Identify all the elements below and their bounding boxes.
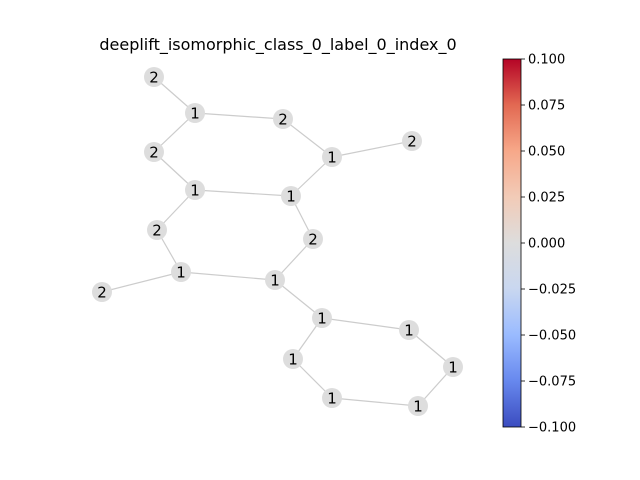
colorbar-tick-label: −0.075 bbox=[528, 375, 576, 390]
graph-node: 2 bbox=[147, 220, 167, 240]
graph-node: 1 bbox=[408, 396, 428, 416]
graph-edge bbox=[274, 279, 323, 319]
graph-node: 2 bbox=[92, 282, 112, 302]
graph-node-label: 1 bbox=[190, 182, 200, 200]
graph-node: 2 bbox=[273, 109, 293, 129]
graph-node-circle bbox=[399, 320, 419, 340]
colorbar-tick-label: 0.100 bbox=[528, 53, 565, 68]
graph-node: 1 bbox=[322, 147, 342, 167]
graph-node: 2 bbox=[303, 229, 323, 249]
graph-edge bbox=[101, 271, 182, 293]
graph-node-label: 2 bbox=[278, 111, 288, 129]
graph-edge bbox=[282, 118, 333, 158]
graph-nodes: 2 1 2 2 1 2 1 1 2 2 2 1 1 1 1 1 1 1 1 bbox=[92, 67, 463, 416]
graph-edge bbox=[331, 140, 413, 158]
chart-title: deeplift_isomorphic_class_0_label_0_inde… bbox=[99, 35, 456, 55]
colorbar-ticks: −0.100 −0.075 −0.050 −0.025 0.000 0.025 0.050 0… bbox=[521, 53, 576, 436]
graph-node: 1 bbox=[312, 308, 332, 328]
graph-node: 1 bbox=[185, 180, 205, 200]
graph-node-circle bbox=[171, 262, 191, 282]
graph-node-circle bbox=[322, 147, 342, 167]
colorbar-tick-label: −0.050 bbox=[528, 329, 576, 344]
graph-node-label: 1 bbox=[404, 322, 414, 340]
graph-node-label: 1 bbox=[327, 390, 337, 408]
graph-node-circle bbox=[408, 396, 428, 416]
graph-edge bbox=[194, 112, 284, 120]
graph-node: 1 bbox=[265, 270, 285, 290]
colorbar-tick-label: 0.000 bbox=[528, 237, 565, 252]
graph-node-circle bbox=[312, 308, 332, 328]
graph-node: 1 bbox=[443, 357, 463, 377]
graph-node-circle bbox=[281, 186, 301, 206]
colorbar-tick-label: 0.025 bbox=[528, 191, 565, 206]
graph-node-circle bbox=[92, 282, 112, 302]
graph-node-circle bbox=[147, 220, 167, 240]
graph-node-label: 1 bbox=[327, 149, 337, 167]
graph-edge bbox=[321, 317, 410, 331]
graph-node-label: 2 bbox=[407, 133, 417, 151]
graph-node-label: 1 bbox=[448, 359, 458, 377]
colorbar-tick-label: 0.050 bbox=[528, 145, 565, 160]
graph-node: 2 bbox=[402, 131, 422, 151]
graph-node-label: 2 bbox=[97, 284, 107, 302]
graph-node-label: 1 bbox=[286, 188, 296, 206]
graph-node-circle bbox=[185, 103, 205, 123]
graph-node: 1 bbox=[283, 349, 303, 369]
graph-node: 2 bbox=[144, 142, 164, 162]
graph-node-label: 1 bbox=[190, 105, 200, 123]
graph-node-circle bbox=[322, 388, 342, 408]
graph-node-label: 1 bbox=[317, 310, 327, 328]
graph-node-circle bbox=[265, 270, 285, 290]
colorbar: −0.100 −0.075 −0.050 −0.025 0.000 0.025 0.050 0… bbox=[502, 53, 576, 436]
graph-node-label: 2 bbox=[308, 231, 318, 249]
graph-node: 1 bbox=[322, 388, 342, 408]
graph-node-circle bbox=[273, 109, 293, 129]
graph-node-label: 2 bbox=[149, 69, 159, 87]
graph-node-label: 2 bbox=[152, 222, 162, 240]
graph-node-circle bbox=[144, 67, 164, 87]
graph-edge bbox=[194, 189, 292, 197]
colorbar-gradient bbox=[502, 58, 522, 428]
graph-node: 2 bbox=[144, 67, 164, 87]
graph-node-label: 1 bbox=[270, 272, 280, 290]
graph-edge bbox=[331, 397, 419, 407]
graph: 2 1 2 2 1 2 1 1 2 2 2 1 1 1 1 1 1 1 1 bbox=[92, 67, 463, 416]
graph-node-label: 2 bbox=[149, 144, 159, 162]
graph-node: 1 bbox=[185, 103, 205, 123]
colorbar-tick-label: 0.075 bbox=[528, 99, 565, 114]
graph-node-label: 1 bbox=[288, 351, 298, 369]
graph-node-circle bbox=[185, 180, 205, 200]
colorbar-tick-label: −0.100 bbox=[528, 421, 576, 436]
colorbar-tick-label: −0.025 bbox=[528, 283, 576, 298]
graph-node: 1 bbox=[171, 262, 191, 282]
graph-node-circle bbox=[402, 131, 422, 151]
graph-node-label: 1 bbox=[413, 398, 423, 416]
graph-node-circle bbox=[443, 357, 463, 377]
graph-node-circle bbox=[303, 229, 323, 249]
graph-node-label: 1 bbox=[176, 264, 186, 282]
graph-node-circle bbox=[144, 142, 164, 162]
graph-node-circle bbox=[283, 349, 303, 369]
graph-node: 1 bbox=[399, 320, 419, 340]
graph-edge bbox=[180, 271, 276, 281]
graph-node: 1 bbox=[281, 186, 301, 206]
